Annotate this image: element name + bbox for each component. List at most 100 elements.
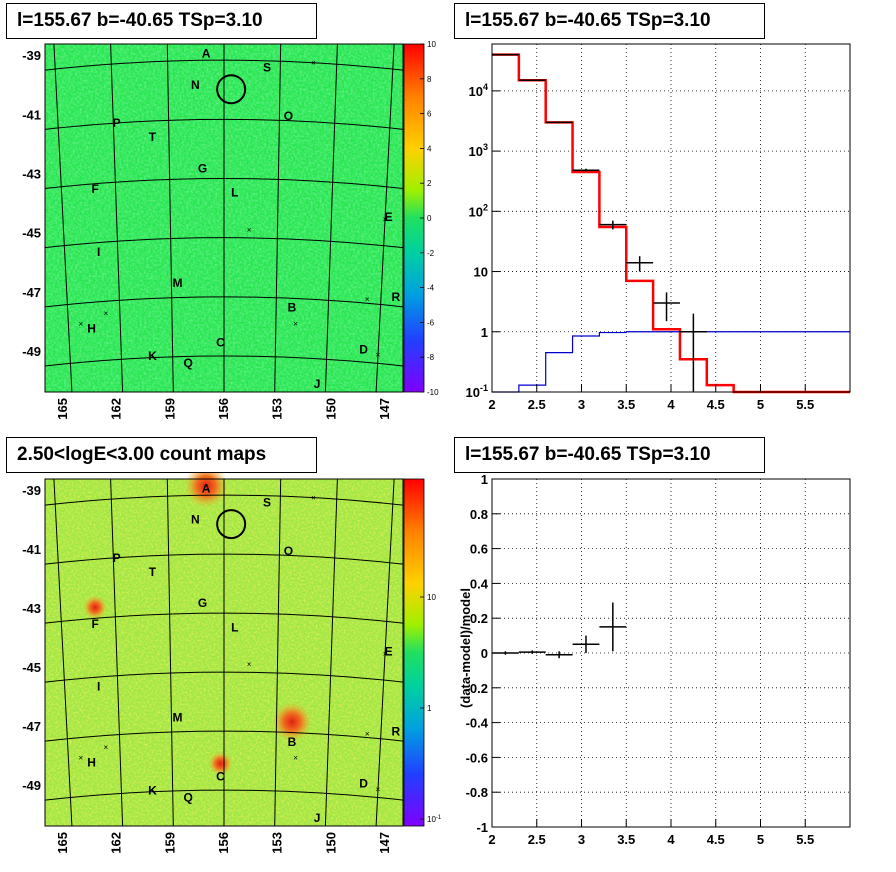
panel-title-top-right: l=155.67 b=-40.65 TSp=3.10 (454, 3, 765, 39)
y-tick-label: 104 (469, 82, 488, 99)
x-tick-label: 153 (270, 398, 285, 420)
y-tick-label: 1 (481, 325, 488, 340)
x-tick-label: 3.5 (617, 397, 635, 412)
source-label-Q: Q (184, 356, 193, 370)
panel-title-bottom-left: 2.50<logE<3.00 count maps (6, 437, 317, 473)
y-tick-label: -39 (22, 483, 41, 498)
y-tick-label: -0.4 (466, 716, 489, 731)
x-tick-label: 4 (667, 832, 675, 847)
source-marker: × (311, 493, 316, 502)
source-label-H: H (87, 321, 96, 335)
source-marker: × (78, 319, 83, 328)
source-label-L: L (231, 186, 238, 200)
y-tick-label: -47 (22, 285, 41, 300)
y-tick-label: -41 (22, 107, 41, 122)
bright-source-0 (184, 463, 229, 508)
y-tick-label: -1 (476, 820, 488, 835)
longitude-line (375, 478, 395, 827)
source-label-N: N (191, 78, 200, 92)
x-tick-label: 4 (667, 397, 675, 412)
y-axis-label: (data-model)/model (458, 588, 473, 708)
x-tick-label: 4.5 (707, 397, 725, 412)
x-tick-label: 3 (578, 832, 585, 847)
longitude-line (274, 43, 282, 393)
color-palette (404, 479, 424, 826)
source-marker: × (376, 785, 381, 794)
x-tick-label: 147 (377, 398, 392, 420)
source-label-G: G (198, 596, 207, 610)
x-tick-label: 165 (55, 398, 70, 420)
palette-tick-label: 8 (427, 75, 432, 84)
y-tick-label: -0.8 (466, 785, 488, 800)
source-label-R: R (392, 724, 401, 738)
palette-tick-label: -2 (427, 249, 435, 258)
source-label-J: J (314, 377, 321, 391)
y-tick-label: 0.8 (470, 507, 488, 522)
longitude-line (53, 43, 73, 393)
palette-frame (403, 478, 425, 827)
x-tick-label: 150 (323, 832, 338, 854)
source-label-K: K (148, 783, 157, 797)
target-circle (216, 509, 247, 540)
panel-title-bottom-right: l=155.67 b=-40.65 TSp=3.10 (454, 437, 765, 473)
longitude-line (274, 478, 282, 827)
x-tick-label: 156 (216, 398, 231, 420)
palette-tick-label: -6 (427, 318, 435, 327)
source-marker: × (247, 660, 252, 669)
plot-area (492, 479, 850, 827)
longitude-line (375, 43, 395, 393)
count-map: A S N P O T G F L E I M R B H K Q C D J × × × × × × × × -39 -41 -43 -45… (22, 463, 442, 854)
y-tick-label: -0.6 (466, 750, 488, 765)
source-label-O: O (284, 109, 293, 123)
y-tick-label: 103 (469, 142, 488, 159)
palette-tick-label: -10 (427, 388, 439, 397)
panel-title-top-left: l=155.67 b=-40.65 TSp=3.10 (6, 3, 317, 39)
palette-tick-label: 2 (427, 179, 432, 188)
source-marker: × (311, 58, 316, 67)
x-tick-label: 162 (109, 398, 124, 420)
source-label-T: T (149, 565, 157, 579)
y-tick-label: 0.4 (470, 576, 489, 591)
x-tick-label: 5.5 (796, 832, 814, 847)
source-label-R: R (392, 290, 401, 304)
source-marker: × (247, 225, 252, 234)
x-tick-label: 159 (162, 398, 177, 420)
source-label-L: L (231, 620, 238, 634)
y-tick-label: -41 (22, 542, 41, 557)
source-label-B: B (288, 735, 297, 749)
source-marker: × (365, 295, 370, 304)
y-tick-label: 10-1 (466, 383, 488, 400)
x-tick-label: 3.5 (617, 832, 635, 847)
source-marker: × (78, 754, 83, 763)
source-label-G: G (198, 161, 207, 175)
longitude-line (166, 478, 174, 827)
source-label-E: E (385, 210, 393, 224)
x-tick-label: 3 (578, 397, 585, 412)
longitude-line (110, 478, 124, 827)
x-tick-label: 147 (377, 832, 392, 854)
x-tick-label: 156 (216, 832, 231, 854)
source-label-A: A (202, 46, 211, 60)
source-label-A: A (202, 481, 211, 495)
source-marker: × (104, 309, 109, 318)
bright-source-2 (208, 751, 233, 776)
y-tick-label: 0 (481, 646, 488, 661)
source-label-Q: Q (184, 790, 193, 804)
x-tick-label: 4.5 (707, 832, 725, 847)
source-label-P: P (113, 116, 121, 130)
longitude-line (53, 478, 73, 827)
color-palette (404, 44, 424, 392)
palette-tick-label: 6 (427, 110, 432, 119)
y-tick-label: 0.6 (470, 542, 488, 557)
source-label-F: F (91, 182, 98, 196)
source-label-D: D (359, 342, 368, 356)
x-tick-label: 2 (488, 832, 495, 847)
longitude-line (324, 478, 338, 827)
palette-tick-label: 1 (427, 704, 432, 713)
y-tick-label: 0.2 (470, 611, 488, 626)
source-label-C: C (216, 769, 225, 783)
background-step-line (492, 331, 850, 393)
map-frame (44, 43, 404, 393)
x-tick-label: 5 (757, 832, 764, 847)
y-tick-label: -43 (22, 167, 41, 182)
